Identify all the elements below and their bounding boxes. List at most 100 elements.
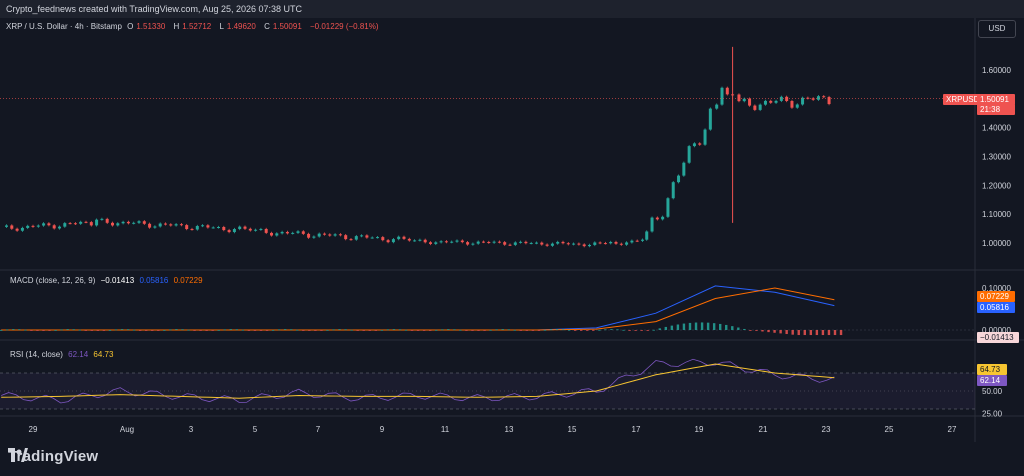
macd-histogram-bar — [205, 330, 208, 331]
time-axis-tick: 27 — [948, 425, 957, 434]
macd-histogram-bar — [66, 329, 69, 330]
macd-histogram-bar — [259, 330, 263, 331]
time-axis-tick: 23 — [822, 425, 831, 434]
macd-histogram-bar — [320, 330, 323, 331]
macd-histogram-bar — [48, 330, 51, 331]
macd-histogram-bar — [664, 326, 668, 330]
macd-histogram-bar — [151, 330, 154, 331]
candle-body — [222, 227, 226, 231]
time-axis-tick: 3 — [189, 425, 194, 434]
candle-body — [42, 223, 46, 226]
candle-body — [753, 105, 757, 110]
macd-histogram-bar — [380, 329, 384, 331]
macd-histogram-bar — [670, 325, 674, 330]
time-axis-tick: 15 — [568, 425, 577, 434]
macd-histogram-bar — [223, 329, 226, 331]
candle-body — [650, 217, 654, 232]
macd-histogram-bar — [338, 329, 341, 330]
macd-histogram-bar — [616, 329, 619, 331]
macd-histogram-bar — [815, 330, 819, 336]
candle-body — [73, 223, 77, 225]
macd-histogram-bar — [700, 322, 704, 330]
low-label: L — [219, 22, 224, 31]
candle-body — [790, 101, 794, 108]
candle-body — [95, 219, 99, 226]
macd-histogram-bar — [435, 329, 438, 331]
time-axis-tick: 17 — [632, 425, 641, 434]
candle-body — [89, 222, 93, 226]
macd-legend: MACD (close, 12, 26, 9) −0.01413 0.05816… — [10, 276, 206, 285]
candle-body — [227, 230, 231, 233]
time-axis-tick: 5 — [253, 425, 258, 434]
candle-body — [179, 224, 183, 226]
candle-body — [758, 104, 762, 110]
chart-svg[interactable]: 1.600001.500001.400001.300001.200001.100… — [0, 18, 1024, 442]
candle-body — [725, 87, 729, 95]
candle-body — [105, 218, 109, 223]
candle-body — [588, 244, 591, 247]
candle-body — [217, 227, 220, 229]
macd-histogram-bar — [543, 329, 547, 331]
candle-body — [20, 227, 24, 231]
macd-histogram-bar — [525, 330, 529, 331]
candle-body — [763, 100, 767, 105]
open-value: 1.51330 — [136, 22, 166, 31]
candle-body — [550, 243, 554, 246]
signal-tag: 0.07229 — [977, 291, 1015, 302]
macd-histogram-bar — [199, 330, 202, 331]
candle-body — [84, 221, 88, 223]
macd-histogram-bar — [126, 329, 130, 331]
rsi-tag: 62.14 — [977, 375, 1007, 386]
price-axis-tick: 1.00000 — [982, 239, 1011, 248]
candle-body — [508, 244, 512, 246]
candle-body — [354, 236, 358, 240]
currency-button[interactable]: USD — [978, 20, 1016, 38]
macd-histogram-bar — [839, 330, 843, 336]
tradingview-logo[interactable]: TradingView — [8, 448, 98, 465]
macd-histogram-bar — [513, 329, 516, 331]
candle-body — [312, 236, 316, 238]
candle-body — [827, 97, 831, 105]
macd-line — [1, 285, 835, 331]
candle-body — [774, 100, 778, 103]
candle-body — [545, 244, 549, 246]
macd-histogram-bar — [797, 330, 800, 336]
tradingview-logo-text: TradingView — [8, 448, 99, 465]
candle-body — [238, 226, 242, 230]
candle-body — [391, 239, 395, 243]
candle-body — [323, 233, 326, 235]
candle-body — [270, 232, 273, 236]
candle-body — [603, 243, 607, 245]
candle-body — [556, 241, 560, 244]
candle-body — [206, 225, 210, 228]
candle-body — [174, 224, 178, 226]
candle-body — [370, 237, 374, 239]
macd-histogram-bar — [90, 330, 94, 331]
candle-body — [593, 242, 597, 245]
macd-histogram-bar — [598, 329, 601, 331]
macd-axis-tick: 0.00000 — [982, 326, 1011, 335]
macd-histogram-bar — [422, 330, 426, 331]
candle-body — [476, 241, 480, 244]
macd-histogram-bar — [628, 330, 631, 331]
candle-body — [455, 240, 459, 242]
macd-histogram-bar — [471, 330, 474, 331]
macd-histogram-bar — [332, 329, 335, 331]
footer — [0, 442, 1024, 476]
macd-histogram-bar — [658, 328, 661, 330]
candle-body — [248, 228, 252, 231]
macd-histogram-bar — [326, 329, 329, 331]
time-axis-tick: 29 — [29, 425, 38, 434]
countdown-tag: 21:38 — [977, 104, 1015, 115]
candle-body — [52, 225, 56, 229]
candle-body — [742, 98, 746, 102]
candle-body — [687, 146, 691, 163]
candle-body — [715, 104, 719, 109]
macd-histogram-bar — [555, 329, 559, 330]
candle-body — [397, 236, 401, 240]
candle-body — [132, 222, 136, 224]
macd-histogram-bar — [187, 329, 190, 331]
macd-histogram-bar — [537, 330, 541, 331]
chart-area[interactable]: 1.600001.500001.400001.300001.200001.100… — [0, 18, 1024, 442]
candle-body — [450, 241, 454, 243]
